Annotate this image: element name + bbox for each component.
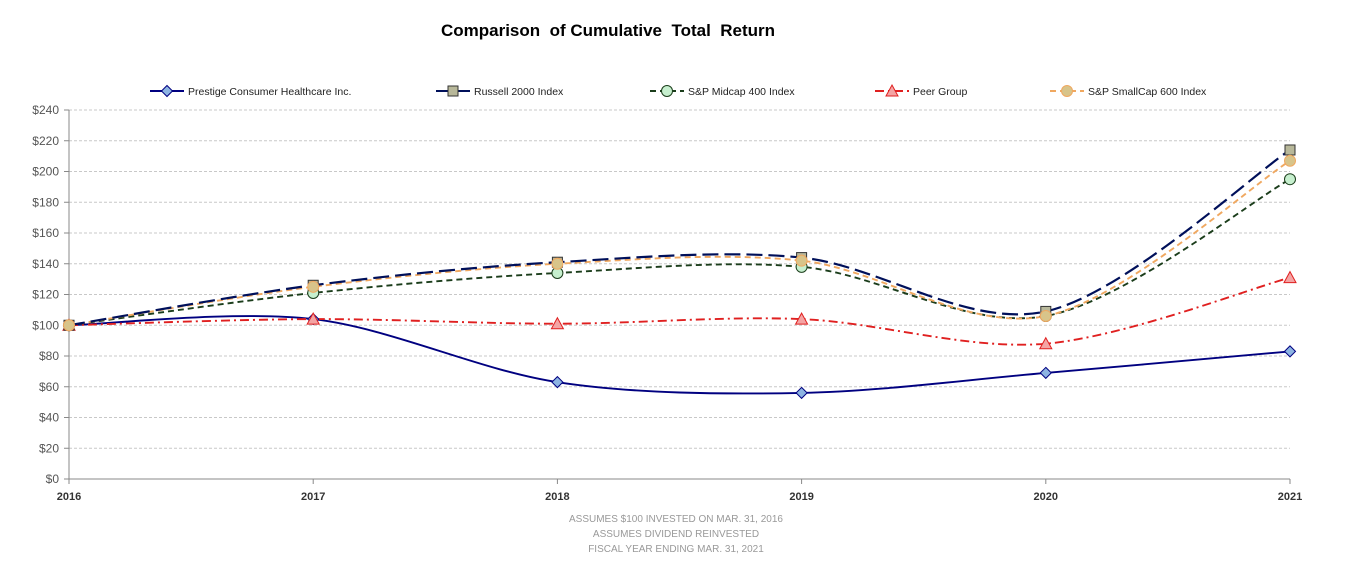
data-point	[1284, 144, 1296, 156]
y-tick-label: $180	[32, 195, 59, 209]
series-line	[68, 178, 1291, 327]
y-tick-label: $80	[39, 349, 59, 363]
y-tick-label: $220	[32, 134, 59, 148]
y-tick-label: $200	[32, 165, 59, 179]
legend-label: Russell 2000 Index	[474, 86, 564, 98]
data-point	[1039, 310, 1052, 323]
data-point	[551, 257, 564, 270]
data-point	[307, 280, 320, 293]
chart-grid	[69, 109, 1290, 449]
y-tick-label: $40	[39, 411, 59, 425]
footnote-line: ASSUMES DIVIDEND REINVESTED	[593, 529, 759, 540]
y-tick-label: $240	[32, 103, 59, 117]
y-tick-label: $0	[46, 472, 60, 486]
footnotes: ASSUMES $100 INVESTED ON MAR. 31, 2016 A…	[569, 514, 783, 555]
data-point	[550, 316, 565, 330]
data-point	[794, 312, 809, 325]
x-tick-label: 2020	[1034, 491, 1058, 503]
x-tick-label: 2018	[545, 491, 569, 503]
data-point	[1284, 173, 1296, 186]
legend-label: S&P SmallCap 600 Index	[1088, 86, 1207, 98]
x-tick-label: 2021	[1278, 491, 1302, 503]
data-point	[1284, 154, 1296, 167]
x-tick-label: 2017	[301, 491, 325, 503]
data-point	[795, 254, 808, 267]
legend-swatch-marker	[1061, 85, 1073, 97]
legend-label: Peer Group	[913, 86, 967, 98]
y-axis: $0 $20 $40 $60 $80 $100 $120 $140 $160 $180 $200 $2…	[32, 103, 70, 486]
data-point	[795, 386, 808, 400]
data-point	[1283, 345, 1297, 358]
y-tick-label: $160	[32, 226, 59, 240]
y-tick-label: $120	[32, 288, 59, 302]
data-point	[1038, 336, 1053, 350]
footnote-line: ASSUMES $100 INVESTED ON MAR. 31, 2016	[569, 514, 783, 525]
data-point	[1039, 366, 1053, 380]
legend-label: S&P Midcap 400 Index	[688, 86, 795, 98]
series-line	[68, 315, 1291, 395]
footnote-line: FISCAL YEAR ENDING MAR. 31, 2021	[588, 544, 764, 555]
legend-swatch-marker	[160, 84, 174, 98]
series-lines	[68, 149, 1291, 395]
data-point	[306, 312, 321, 325]
legend-item: S&P Midcap 400 Index	[650, 85, 795, 98]
y-tick-label: $60	[39, 380, 59, 394]
legend-item: Prestige Consumer Healthcare Inc.	[150, 84, 351, 98]
data-point	[1283, 270, 1297, 284]
legend-item: S&P SmallCap 600 Index	[1050, 85, 1207, 98]
series-line	[68, 159, 1291, 327]
data-point	[63, 319, 75, 332]
chart-title: Comparison of Cumulative Total Return	[441, 21, 775, 40]
data-point	[551, 375, 564, 389]
x-axis: 2016 2017 2018 2019 2020 2021	[57, 478, 1302, 503]
y-tick-label: $20	[39, 441, 59, 455]
legend-swatch-marker	[661, 85, 673, 97]
series-line	[68, 149, 1291, 327]
series-line	[68, 276, 1291, 346]
legend-item: Peer Group	[875, 83, 967, 98]
y-tick-label: $100	[32, 318, 59, 332]
legend-label: Prestige Consumer Healthcare Inc.	[188, 86, 351, 98]
legend-swatch-marker	[885, 83, 899, 97]
legend-swatch-marker	[447, 85, 459, 97]
x-tick-label: 2016	[57, 491, 81, 503]
chart-legend: Prestige Consumer Healthcare Inc. Russell…	[150, 83, 1207, 98]
legend-item: Russell 2000 Index	[436, 85, 564, 98]
y-tick-label: $140	[32, 257, 59, 271]
series-markers	[62, 144, 1297, 400]
x-tick-label: 2019	[789, 491, 813, 503]
